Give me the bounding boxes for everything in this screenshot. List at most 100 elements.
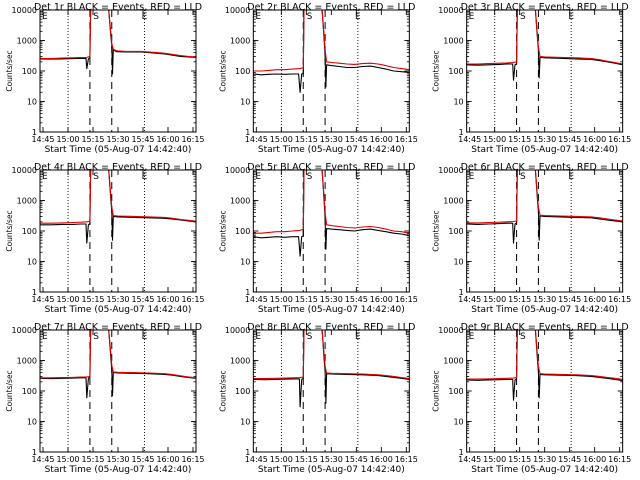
event-marker-label: S	[93, 12, 99, 22]
event-marker-label: S	[520, 12, 526, 22]
y-tick-label: 1000	[443, 357, 463, 366]
y-tick-label: 1	[245, 128, 250, 137]
x-tick-label: 15:30	[106, 135, 129, 144]
x-tick-label: 15:30	[533, 295, 556, 304]
event-marker-label: E	[568, 332, 574, 342]
y-tick-label: 10000	[225, 166, 250, 175]
y-tick-label: 100	[22, 67, 37, 76]
y-tick-label: 10	[453, 418, 463, 427]
y-tick-label: 10000	[225, 6, 250, 15]
plot-area	[466, 10, 623, 81]
event-marker-label: E	[255, 332, 261, 342]
series-line-lld	[40, 330, 196, 379]
plot-frame	[466, 9, 624, 133]
x-tick-label: 15:15	[295, 455, 318, 464]
x-tick-label: 14:45	[245, 135, 268, 144]
series-line-lld	[466, 170, 623, 224]
event-marker-label: E	[355, 12, 361, 22]
x-tick-label: 15:00	[483, 135, 506, 144]
x-axis-label: Start Time (05-Aug-07 14:42:40)	[258, 305, 405, 315]
x-tick-label: 15:00	[56, 295, 79, 304]
x-tick-label: 15:00	[270, 295, 293, 304]
x-axis-label: Start Time (05-Aug-07 14:42:40)	[258, 465, 405, 475]
x-tick-label: 16:00	[156, 455, 179, 464]
x-tick-label: 14:45	[31, 135, 54, 144]
x-tick-label: 15:45	[345, 455, 368, 464]
x-tick-label: 16:00	[370, 295, 393, 304]
y-tick-label: 10	[453, 98, 463, 107]
x-tick-label: 14:45	[245, 455, 268, 464]
y-axis-label: Counts/sec	[5, 210, 14, 251]
y-tick-label: 10000	[225, 326, 250, 335]
chart-panel-1: Det 1r BLACK = Events, RED = LLD 1 10 100 10…	[5, 2, 205, 155]
x-tick-label: 15:15	[508, 135, 531, 144]
x-tick-label: 16:00	[583, 295, 606, 304]
y-tick-label: 100	[235, 227, 250, 236]
series-line-events	[466, 170, 623, 244]
x-tick-label: 16:00	[156, 295, 179, 304]
y-tick-label: 100	[448, 67, 463, 76]
event-marker-label: E	[469, 332, 475, 342]
y-tick-label: 10000	[438, 326, 463, 335]
y-tick-label: 1000	[230, 37, 250, 46]
y-tick-label: 100	[22, 387, 37, 396]
x-tick-label: 15:30	[320, 135, 343, 144]
series-line-lld	[466, 330, 623, 380]
y-axis-label: Counts/sec	[218, 50, 227, 91]
y-tick-label: 10	[240, 258, 250, 267]
y-tick-label: 1	[459, 288, 464, 297]
plot-area	[253, 10, 410, 93]
y-tick-label: 1	[245, 288, 250, 297]
x-tick-label: 15:45	[558, 295, 581, 304]
y-tick-label: 100	[235, 67, 250, 76]
chart-panel-3: Det 3r BLACK = Events, RED = LLD 1 10 100 10…	[432, 2, 632, 155]
x-tick-label: 16:15	[181, 135, 204, 144]
y-tick-label: 100	[235, 387, 250, 396]
x-tick-label: 15:45	[131, 135, 154, 144]
y-tick-label: 1000	[17, 197, 37, 206]
chart-title: Det 5r BLACK = Events, RED = LLD	[247, 162, 415, 173]
event-marker-label: E	[42, 12, 48, 22]
chart-panel-9: Det 9r BLACK = Events, RED = LLD 1 10 100 10…	[432, 322, 632, 475]
y-tick-label: 10000	[438, 166, 463, 175]
y-axis-label: Counts/sec	[432, 210, 441, 251]
x-tick-label: 15:45	[345, 135, 368, 144]
y-axis-label: Counts/sec	[5, 50, 14, 91]
plot-frame	[252, 9, 410, 133]
x-tick-label: 15:15	[295, 295, 318, 304]
series-line-lld	[40, 10, 196, 60]
chart-title: Det 1r BLACK = Events, RED = LLD	[34, 2, 202, 13]
x-tick-label: 14:45	[31, 295, 54, 304]
event-marker-label: E	[142, 332, 148, 342]
series-line-events	[466, 330, 623, 401]
y-axis-label: Counts/sec	[432, 50, 441, 91]
event-marker-label: S	[520, 172, 526, 182]
x-tick-label: 15:30	[320, 295, 343, 304]
y-tick-label: 1	[459, 448, 464, 457]
plot-frame	[39, 329, 197, 453]
y-axis-label: Counts/sec	[432, 370, 441, 411]
x-tick-label: 16:00	[156, 135, 179, 144]
series-line-lld	[253, 330, 410, 380]
y-tick-label: 10000	[438, 6, 463, 15]
event-marker-label: S	[520, 332, 526, 342]
x-tick-label: 16:15	[395, 455, 418, 464]
plot-area	[40, 330, 196, 399]
y-tick-label: 10000	[12, 166, 37, 175]
y-axis-label: Counts/sec	[5, 370, 14, 411]
x-tick-label: 15:00	[56, 455, 79, 464]
event-marker-label: E	[568, 172, 574, 182]
y-tick-label: 1	[32, 288, 37, 297]
event-marker-label: S	[93, 172, 99, 182]
y-tick-label: 10000	[12, 326, 37, 335]
x-tick-label: 15:15	[508, 455, 531, 464]
chart-panel-2: Det 2r BLACK = Events, RED = LLD 1 10 100 10…	[218, 2, 418, 155]
event-marker-label: E	[355, 172, 361, 182]
y-tick-label: 1	[32, 128, 37, 137]
chart-title: Det 2r BLACK = Events, RED = LLD	[247, 2, 415, 13]
chart-title: Det 3r BLACK = Events, RED = LLD	[461, 2, 629, 13]
x-tick-label: 15:00	[483, 455, 506, 464]
y-tick-label: 10000	[12, 6, 37, 15]
x-axis-label: Start Time (05-Aug-07 14:42:40)	[258, 145, 405, 155]
event-marker-label: E	[255, 12, 261, 22]
